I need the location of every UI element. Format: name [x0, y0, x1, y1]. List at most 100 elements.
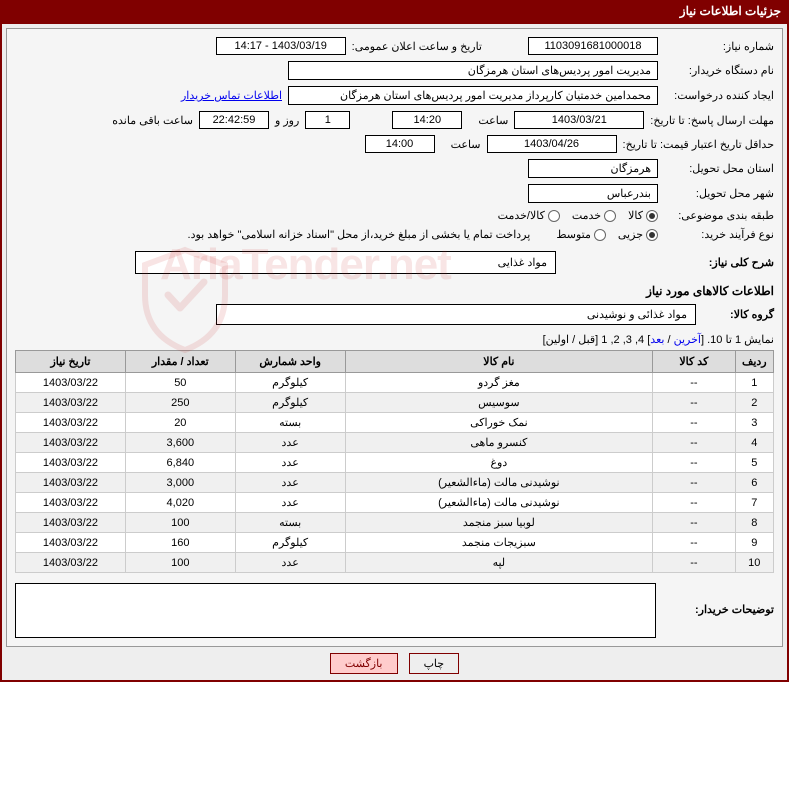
creator-label: ایجاد کننده درخواست:	[664, 89, 774, 102]
cell-code: --	[653, 373, 735, 393]
announce-label: تاریخ و ساعت اعلان عمومی:	[352, 40, 482, 53]
page-next-link[interactable]: بعد	[650, 334, 664, 346]
page-first-text: اولین	[546, 334, 569, 346]
paging-nums: ] 4, 3, 2, 1 [	[595, 334, 650, 346]
radio-medium[interactable]: متوسط	[556, 228, 606, 241]
row-deadline: مهلت ارسال پاسخ: تا تاریخ: 1403/03/21 سا…	[15, 111, 774, 129]
table-row: 9--سبزیجات منجمدکیلوگرم1601403/03/22	[16, 533, 774, 553]
radio-both-label: کالا/خدمت	[498, 209, 545, 222]
cell-name: لوبیا سبز منجمد	[345, 513, 653, 533]
buyer-label: نام دستگاه خریدار:	[664, 64, 774, 77]
countdown-field: 22:42:59	[199, 111, 269, 129]
process-radio-group: جزیی متوسط	[556, 228, 658, 241]
cell-date: 1403/03/22	[16, 453, 126, 473]
cell-code: --	[653, 393, 735, 413]
process-label: نوع فرآیند خرید:	[664, 228, 774, 241]
cell-qty: 3,000	[125, 473, 235, 493]
cell-name: سوسیس	[345, 393, 653, 413]
classify-radio-group: کالا خدمت کالا/خدمت	[498, 209, 658, 222]
th-name: نام کالا	[345, 351, 653, 373]
cell-date: 1403/03/22	[16, 473, 126, 493]
province-field: هرمزگان	[528, 159, 658, 178]
cell-unit: عدد	[235, 493, 345, 513]
radio-icon	[594, 229, 606, 241]
table-row: 1--مغز گردوکیلوگرم501403/03/22	[16, 373, 774, 393]
cell-n: 4	[735, 433, 773, 453]
row-description: شرح کلی نیاز: مواد غذایی	[15, 251, 774, 274]
print-button[interactable]: چاپ	[409, 653, 460, 674]
paging-bar: نمایش 1 تا 10. [آخرین / بعد] 4, 3, 2, 1 …	[15, 333, 774, 346]
city-label: شهر محل تحویل:	[664, 187, 774, 200]
radio-medium-label: متوسط	[556, 228, 591, 241]
panel-header: جزئیات اطلاعات نیاز	[0, 0, 789, 22]
cell-qty: 20	[125, 413, 235, 433]
min-valid-date-field: 1403/04/26	[487, 135, 617, 153]
cell-qty: 6,840	[125, 453, 235, 473]
classify-label: طبقه بندی موضوعی:	[664, 209, 774, 222]
cell-name: نوشیدنی مالت (ماءالشعیر)	[345, 473, 653, 493]
cell-n: 3	[735, 413, 773, 433]
time-label-2: ساعت	[441, 138, 481, 151]
cell-code: --	[653, 513, 735, 533]
cell-qty: 250	[125, 393, 235, 413]
row-need-no: شماره نیاز: 1103091681000018 تاریخ و ساع…	[15, 37, 774, 55]
row-group: گروه کالا: مواد غذائی و نوشیدنی	[15, 304, 774, 325]
province-label: استان محل تحویل:	[664, 162, 774, 175]
th-row: ردیف	[735, 351, 773, 373]
row-province: استان محل تحویل: هرمزگان	[15, 159, 774, 178]
back-button[interactable]: بازگشت	[330, 653, 398, 674]
table-row: 3--نمک خوراکیبسته201403/03/22	[16, 413, 774, 433]
cell-name: کنسرو ماهی	[345, 433, 653, 453]
buyer-field: مدیریت امور پردیس‌های استان هرمزگان	[288, 61, 658, 80]
page-prev-text: قبل	[578, 334, 595, 346]
radio-service[interactable]: خدمت	[572, 209, 616, 222]
paging-prefix: نمایش 1 تا 10. [	[701, 334, 774, 346]
days-field: 1	[305, 111, 350, 129]
table-row: 10--لپهعدد1001403/03/22	[16, 553, 774, 573]
cell-date: 1403/03/22	[16, 373, 126, 393]
cell-name: مغز گردو	[345, 373, 653, 393]
cell-qty: 160	[125, 533, 235, 553]
cell-date: 1403/03/22	[16, 493, 126, 513]
radio-partial[interactable]: جزیی	[618, 228, 658, 241]
panel-title: جزئیات اطلاعات نیاز	[680, 4, 781, 18]
cell-code: --	[653, 493, 735, 513]
countdown-label: ساعت باقی مانده	[112, 114, 193, 127]
th-date: تاریخ نیاز	[16, 351, 126, 373]
table-row: 5--دوغعدد6,8401403/03/22	[16, 453, 774, 473]
contact-link[interactable]: اطلاعات تماس خریدار	[181, 89, 282, 102]
deadline-time-field: 14:20	[392, 111, 462, 129]
cell-n: 5	[735, 453, 773, 473]
page-last-link[interactable]: آخرین	[674, 334, 701, 346]
cell-unit: عدد	[235, 553, 345, 573]
radio-goods[interactable]: کالا	[628, 209, 658, 222]
paging-sep1: /	[664, 334, 673, 346]
deadline-label: مهلت ارسال پاسخ: تا تاریخ:	[650, 114, 774, 127]
goods-table: ردیف کد کالا نام کالا واحد شمارش تعداد /…	[15, 350, 774, 573]
cell-date: 1403/03/22	[16, 553, 126, 573]
cell-n: 1	[735, 373, 773, 393]
cell-date: 1403/03/22	[16, 433, 126, 453]
table-row: 4--کنسرو ماهیعدد3,6001403/03/22	[16, 433, 774, 453]
cell-unit: کیلوگرم	[235, 393, 345, 413]
time-label-1: ساعت	[468, 114, 508, 127]
radio-both[interactable]: کالا/خدمت	[498, 209, 560, 222]
need-no-field: 1103091681000018	[528, 37, 658, 55]
radio-icon	[604, 210, 616, 222]
button-bar: چاپ بازگشت	[6, 647, 783, 676]
cell-n: 2	[735, 393, 773, 413]
cell-unit: عدد	[235, 453, 345, 473]
table-row: 6--نوشیدنی مالت (ماءالشعیر)عدد3,0001403/…	[16, 473, 774, 493]
row-buyer: نام دستگاه خریدار: مدیریت امور پردیس‌های…	[15, 61, 774, 80]
group-field: مواد غذائی و نوشیدنی	[216, 304, 696, 325]
cell-qty: 100	[125, 553, 235, 573]
cell-unit: کیلوگرم	[235, 373, 345, 393]
cell-unit: کیلوگرم	[235, 533, 345, 553]
table-row: 2--سوسیسکیلوگرم2501403/03/22	[16, 393, 774, 413]
cell-unit: عدد	[235, 433, 345, 453]
th-qty: تعداد / مقدار	[125, 351, 235, 373]
main-container: شماره نیاز: 1103091681000018 تاریخ و ساع…	[0, 22, 789, 682]
row-city: شهر محل تحویل: بندرعباس	[15, 184, 774, 203]
cell-name: سبزیجات منجمد	[345, 533, 653, 553]
paging-sep2: /	[569, 334, 578, 346]
